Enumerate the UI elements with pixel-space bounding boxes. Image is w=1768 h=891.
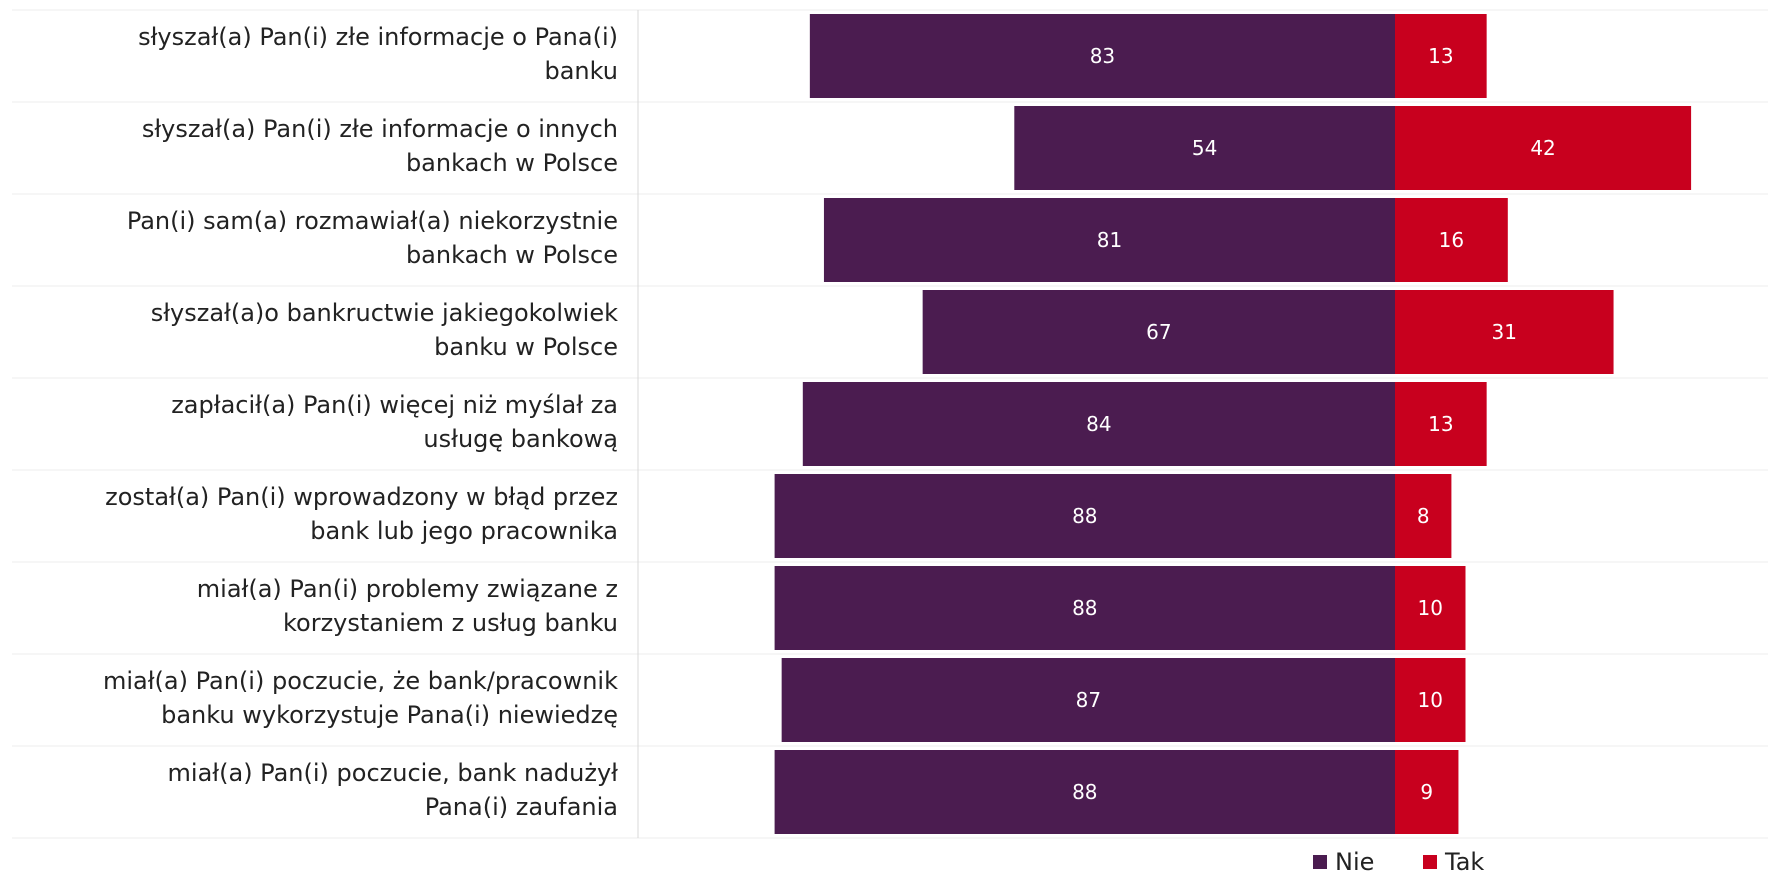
bar-nie	[809, 14, 1395, 98]
bar-tak	[1395, 14, 1487, 98]
bar-tak	[1395, 198, 1508, 282]
data-label-nie: 81	[1097, 228, 1122, 252]
data-label-tak: 9	[1420, 780, 1433, 804]
data-label-tak: 13	[1428, 412, 1453, 436]
category-label-line: Pan(i) sam(a) rozmawiał(a) niekorzystnie	[126, 207, 618, 235]
legend-swatch	[1313, 855, 1327, 869]
category-label: słyszał(a)o bankructwie jakiegokolwiek ba…	[151, 296, 618, 364]
category-label-line: usługę bankową	[423, 425, 618, 453]
bar-nie	[922, 290, 1395, 374]
bar-tak	[1395, 474, 1452, 558]
bar-nie	[774, 566, 1395, 650]
bar-nie	[774, 750, 1395, 834]
data-label-tak: 31	[1492, 320, 1517, 344]
bar-tak	[1395, 658, 1466, 742]
category-label-line: korzystaniem z usług banku	[282, 609, 618, 637]
data-label-nie: 88	[1072, 780, 1097, 804]
data-label-nie: 88	[1072, 596, 1097, 620]
category-label: miał(a) Pan(i) problemy związane z korzys…	[197, 572, 618, 640]
data-label-nie: 67	[1146, 320, 1171, 344]
bar-nie	[781, 658, 1395, 742]
category-label-line: bankach w Polsce	[405, 241, 618, 269]
data-label-nie: 83	[1090, 44, 1115, 68]
bar-tak	[1395, 382, 1487, 466]
category-label-line: banku wykorzystuje Pana(i) niewiedzę	[161, 701, 618, 729]
data-label-tak: 10	[1418, 688, 1443, 712]
category-label-line: Pana(i) zaufania	[424, 793, 618, 821]
category-label-line: bank lub jego pracownika	[310, 517, 618, 545]
data-label-tak: 13	[1428, 44, 1453, 68]
category-label-line: miał(a) Pan(i) poczucie, że bank/pracown…	[102, 667, 618, 695]
category-label: miał(a) Pan(i) poczucie, bank nadużył Pan…	[168, 756, 618, 824]
legend-item-nie: Nie	[1313, 848, 1374, 876]
data-label-nie: 54	[1192, 136, 1217, 160]
category-label-line: słyszał(a)o bankructwie jakiegokolwiek	[150, 299, 618, 327]
data-label-nie: 84	[1086, 412, 1111, 436]
category-label-line: miał(a) Pan(i) problemy związane z	[196, 575, 618, 603]
bar-tak	[1395, 750, 1459, 834]
category-label-line: bankach w Polsce	[405, 149, 618, 177]
legend-label: Nie	[1335, 848, 1375, 876]
bar-nie	[802, 382, 1395, 466]
category-label: słyszał(a) Pan(i) złe informacje o innyc…	[142, 112, 618, 180]
category-label-line: zapłacił(a) Pan(i) więcej niż myślał za	[171, 391, 618, 419]
data-label-nie: 87	[1076, 688, 1101, 712]
legend-label: Tak	[1445, 848, 1485, 876]
bar-tak	[1395, 106, 1692, 190]
category-label: słyszał(a) Pan(i) złe informacje o Pana(…	[138, 20, 618, 88]
bar-tak	[1395, 566, 1466, 650]
category-label: zapłacił(a) Pan(i) więcej niż myślał za u…	[171, 388, 618, 456]
category-label-line: miał(a) Pan(i) poczucie, bank nadużył	[167, 759, 618, 787]
legend-swatch	[1423, 855, 1437, 869]
category-label-line: banku w Polsce	[434, 333, 618, 361]
bar-nie	[774, 474, 1395, 558]
data-label-tak: 42	[1530, 136, 1555, 160]
category-label: został(a) Pan(i) wprowadzony w błąd prze…	[105, 480, 618, 548]
data-label-nie: 88	[1072, 504, 1097, 528]
category-label-line: został(a) Pan(i) wprowadzony w błąd prze…	[105, 483, 618, 511]
category-label: miał(a) Pan(i) poczucie, że bank/pracown…	[103, 664, 618, 732]
bar-nie	[823, 198, 1395, 282]
bar-nie	[1014, 106, 1395, 190]
category-label-line: słyszał(a) Pan(i) złe informacje o innyc…	[141, 115, 618, 143]
legend-item-tak: Tak	[1423, 848, 1484, 876]
data-label-tak: 10	[1418, 596, 1443, 620]
category-label: Pan(i) sam(a) rozmawiał(a) niekorzystnie…	[127, 204, 618, 272]
category-label-line: słyszał(a) Pan(i) złe informacje o Pana(…	[138, 23, 618, 51]
data-label-tak: 16	[1439, 228, 1464, 252]
category-label-line: banku	[544, 57, 618, 85]
data-label-tak: 8	[1417, 504, 1430, 528]
bar-tak	[1395, 290, 1614, 374]
